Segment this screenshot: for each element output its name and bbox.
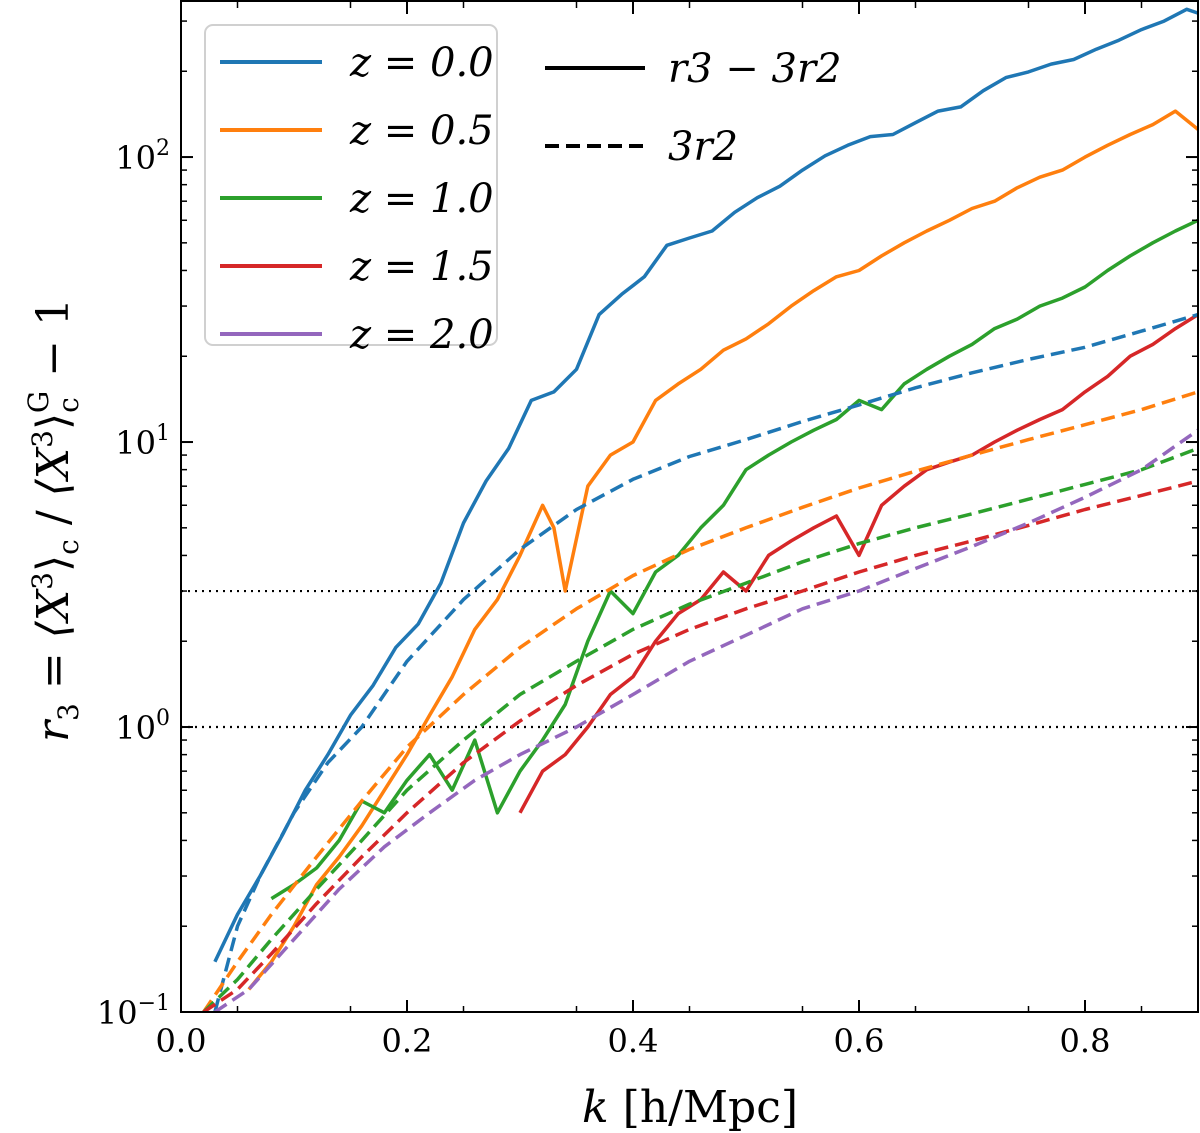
legend-style-label-1: 3r2	[668, 124, 738, 170]
plot-frame	[180, 0, 1199, 1013]
y-label-eq: =	[28, 638, 79, 703]
y-label-num-pow: 3	[26, 572, 59, 590]
y-label-lhs: r	[28, 718, 79, 742]
series-line-3	[518, 313, 1199, 814]
x-tick-label-1: 0.2	[382, 1022, 433, 1060]
legend-label-1: z = 0.5	[349, 108, 494, 154]
x-axis-label-unit: [h/Mpc]	[623, 1082, 798, 1133]
series-line-7	[202, 479, 1199, 1013]
series-line-0	[213, 7, 1199, 963]
y-label-den-close: ⟩	[28, 413, 79, 430]
ticks: 0.0 0.2 0.4 0.6 0.8 10−1 100 101 102	[97, 2, 1198, 1060]
y-axis-label: r3 = ⟨X3⟩c / ⟨X3⟩cG − 1	[22, 298, 85, 742]
y-label-minus-one: − 1	[28, 298, 79, 391]
y-tick-label-2: 101	[115, 421, 170, 462]
legend-style: r3 − 3r2 3r2	[545, 46, 842, 170]
y-label-num-sub: c	[52, 539, 85, 555]
x-tick-label-0: 0.0	[156, 1022, 207, 1060]
legend: z = 0.0 z = 0.5 z = 1.0 z = 1.5 z = 2.0 r3 −…	[204, 24, 842, 358]
y-tick-label-3: 102	[115, 136, 170, 177]
x-tick-label-4: 0.8	[1060, 1022, 1111, 1060]
series-line-4	[213, 312, 1199, 1013]
y-label-lhs-sub: 3	[52, 703, 85, 721]
series-layer	[202, 7, 1200, 1013]
y-label-den-sub: c	[52, 397, 85, 413]
series-line-1	[247, 109, 1200, 991]
x-axis-label-var: k	[582, 1082, 609, 1133]
legend-label-0: z = 0.0	[349, 40, 494, 86]
legend-style-label-0: r3 − 3r2	[668, 46, 842, 92]
reference-lines	[181, 589, 1198, 729]
series-line-5	[202, 390, 1199, 1013]
y-tick-label-1: 100	[115, 706, 170, 747]
legend-label-2: z = 1.0	[349, 176, 494, 222]
x-tick-label-3: 0.6	[834, 1022, 885, 1060]
x-axis-label: k [h/Mpc]	[582, 1082, 798, 1133]
y-label-num-close: ⟩	[28, 555, 79, 572]
series-line-2	[270, 218, 1199, 901]
y-label-num: ⟨X	[28, 588, 79, 638]
y-tick-label-0: 10−1	[97, 991, 170, 1032]
y-label-slash: /	[28, 496, 79, 539]
y-label-den-sup: G	[22, 391, 55, 413]
legend-redshift: z = 0.0 z = 0.5 z = 1.0 z = 1.5 z = 2.0	[220, 40, 494, 358]
series-line-6	[202, 446, 1199, 1013]
x-tick-label-2: 0.4	[608, 1022, 659, 1060]
legend-label-4: z = 2.0	[349, 312, 494, 358]
legend-label-3: z = 1.5	[349, 244, 494, 290]
y-label-den: ⟨X	[28, 446, 79, 496]
y-label-den-pow: 3	[26, 430, 59, 448]
series-line-8	[213, 428, 1200, 1013]
